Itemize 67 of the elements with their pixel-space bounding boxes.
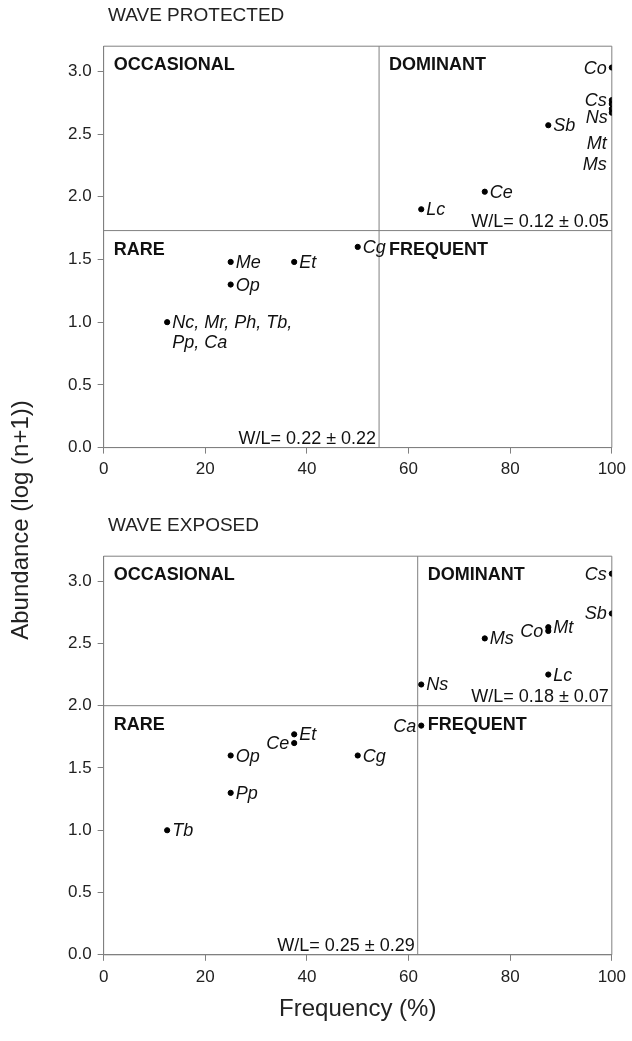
x-tick-label: 100: [597, 459, 627, 479]
data-label: Op: [235, 745, 260, 766]
y-tick-label: 1.0: [67, 311, 92, 331]
data-label: Ca: [393, 715, 417, 736]
x-tick-label: 40: [297, 966, 317, 986]
y-tick-label: 3.0: [67, 570, 92, 590]
data-label: Sb: [553, 115, 576, 136]
y-tick-label: 2.0: [67, 186, 92, 206]
data-label: Co: [583, 57, 607, 78]
data-label: Et: [299, 724, 318, 745]
y-tick-label: 2.0: [67, 695, 92, 715]
x-tick-label: 0: [98, 966, 109, 986]
x-tick-label: 40: [297, 459, 317, 479]
chart-title: WAVE EXPOSED: [107, 513, 260, 537]
annotation: DOMINANT: [427, 564, 525, 585]
y-tick-label: 0.0: [67, 944, 92, 964]
annotation: DOMINANT: [389, 54, 487, 75]
annotation: RARE: [113, 713, 165, 734]
annotation: FREQUENT: [389, 238, 489, 259]
data-label: Lc: [553, 664, 573, 685]
x-axis-title: Frequency (%): [279, 994, 437, 1022]
x-tick-label: 80: [500, 966, 520, 986]
y-tick-label: 2.5: [67, 633, 92, 653]
data-label: Mt: [586, 132, 608, 153]
data-label: Mt: [553, 617, 575, 638]
x-tick-label: 100: [597, 966, 627, 986]
y-tick-label: 0.5: [67, 882, 92, 902]
data-label: Cs: [584, 563, 607, 584]
y-tick-label: 0.0: [67, 437, 92, 457]
data-label: Ms: [489, 628, 514, 649]
data-label: Ce: [266, 733, 290, 754]
annotation: OCCASIONAL: [113, 54, 235, 75]
data-label: Co: [520, 620, 544, 641]
data-label: Ns: [426, 674, 449, 695]
data-label: Ms: [582, 153, 607, 174]
y-tick-label: 1.5: [67, 757, 92, 777]
data-label: Tb: [172, 820, 194, 841]
x-tick-label: 60: [399, 966, 418, 986]
y-tick-label: 0.5: [67, 374, 92, 394]
data-label: Cg: [362, 745, 386, 766]
y-tick-label: 2.5: [67, 123, 92, 143]
annotation: W/L= 0.18 ± 0.07: [471, 685, 609, 706]
x-tick-label: 20: [195, 966, 215, 986]
annotation: FREQUENT: [427, 713, 527, 734]
chart-title: WAVE PROTECTED: [107, 3, 286, 27]
annotation: OCCASIONAL: [113, 564, 235, 585]
x-tick-label: 60: [399, 459, 418, 479]
data-label: Lc: [426, 199, 446, 220]
y-tick-label: 3.0: [67, 60, 92, 80]
annotation: W/L= 0.12 ± 0.05: [471, 210, 609, 231]
data-label: Ce: [489, 181, 513, 202]
data-label: Cg: [362, 236, 386, 257]
data-label: Nc, Mr, Ph, Tb, Pp, Ca: [172, 312, 293, 353]
y-tick-label: 1.0: [67, 819, 92, 839]
x-tick-label: 0: [98, 459, 109, 479]
annotation: RARE: [113, 238, 165, 259]
y-axis-title: Abundance (log (n+1)): [6, 400, 34, 640]
annotation: W/L= 0.22 ± 0.22: [238, 427, 377, 448]
data-label: Pp: [235, 782, 258, 803]
data-label: Me: [235, 251, 261, 272]
x-tick-label: 20: [195, 459, 215, 479]
y-tick-label: 1.5: [67, 249, 92, 269]
annotation: W/L= 0.25 ± 0.29: [277, 934, 415, 955]
data-label: Sb: [584, 603, 607, 624]
data-label: Et: [299, 251, 318, 272]
data-label: Op: [235, 274, 260, 295]
x-tick-label: 80: [500, 459, 520, 479]
